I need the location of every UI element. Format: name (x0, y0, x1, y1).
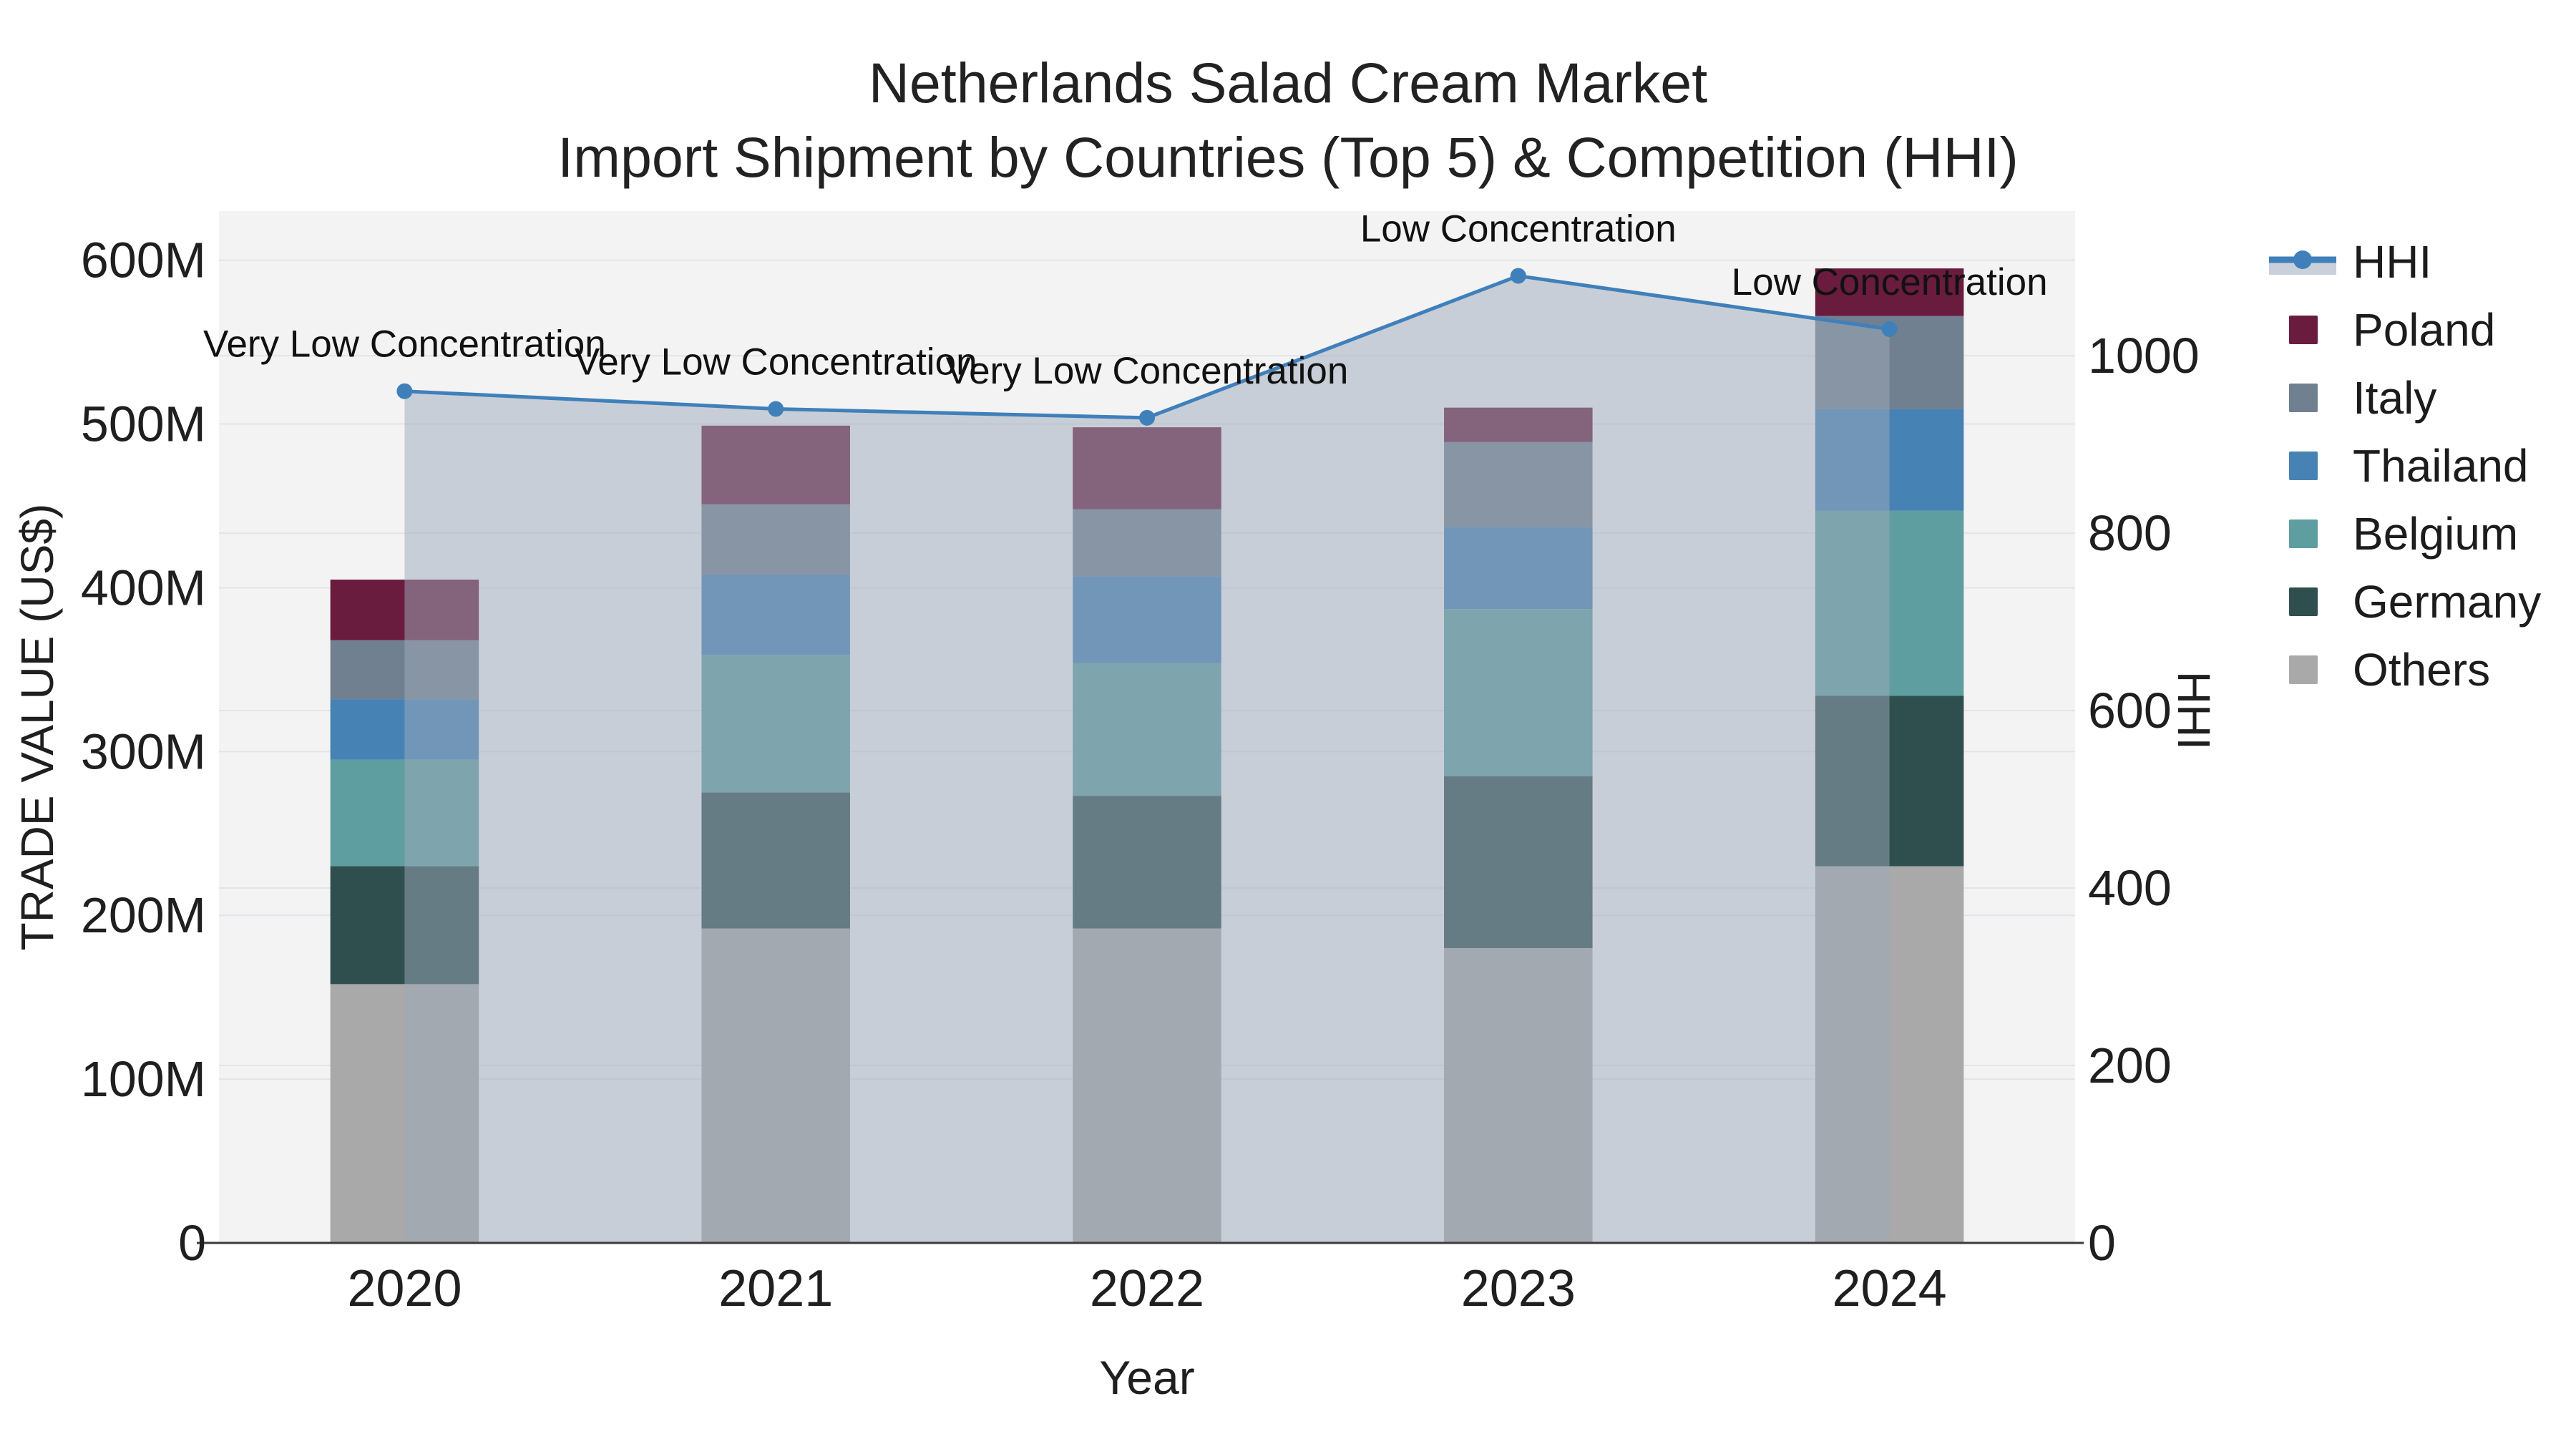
y-right-tick-200: 200 (2088, 1038, 2172, 1093)
legend-item-others[interactable]: Others (2267, 635, 2541, 703)
hhi-marker-2022[interactable] (1139, 409, 1155, 426)
legend-item-hhi[interactable]: HHI (2267, 228, 2541, 296)
legend: HHI Poland Italy Thailand Belgium German… (2267, 228, 2541, 703)
italy-swatch-icon (2289, 383, 2318, 412)
y-right-tick-0: 0 (2088, 1215, 2116, 1271)
legend-label: Poland (2353, 303, 2496, 356)
annotation-2020: Very Low Concentration (203, 323, 606, 366)
hhi-marker-2024[interactable] (1881, 321, 1898, 337)
x-tick-2022: 2022 (1090, 1260, 1204, 1317)
hhi-line-sample-icon (2267, 240, 2347, 283)
poland-swatch-icon (2289, 315, 2318, 344)
legend-label: Others (2353, 643, 2491, 696)
y-left-tick-600M: 600M (81, 233, 206, 288)
y-right-tick-800: 800 (2088, 505, 2172, 561)
chart-title: Netherlands Salad Cream Market Import Sh… (0, 46, 2576, 195)
x-tick-2020: 2020 (347, 1260, 462, 1317)
y-left-tick-400M: 400M (81, 560, 206, 615)
x-tick-2023: 2023 (1461, 1260, 1576, 1317)
legend-label: HHI (2353, 235, 2432, 288)
legend-label: Italy (2353, 371, 2437, 424)
legend-item-thailand[interactable]: Thailand (2267, 431, 2541, 499)
belgium-swatch-icon (2289, 519, 2318, 548)
bar-segment-2024-poland[interactable] (1815, 268, 1964, 316)
x-tick-2024: 2024 (1833, 1260, 1947, 1317)
annotation-2022: Very Low Concentration (946, 350, 1349, 392)
legend-label: Belgium (2353, 507, 2519, 560)
legend-label: Thailand (2353, 439, 2529, 492)
x-axis-title: Year (1099, 1351, 1195, 1404)
hhi-marker-2021[interactable] (768, 401, 784, 417)
legend-item-germany[interactable]: Germany (2267, 567, 2541, 635)
y-right-tick-400: 400 (2088, 860, 2172, 916)
y-axis-title-left: TRADE VALUE (US$) (11, 503, 63, 951)
chart-title-line1: Netherlands Salad Cream Market (868, 51, 1708, 114)
hhi-marker-2020[interactable] (396, 383, 413, 399)
y-left-tick-100M: 100M (81, 1051, 206, 1107)
y-left-tick-200M: 200M (81, 887, 206, 943)
thailand-swatch-icon (2289, 451, 2318, 480)
hhi-marker-2023[interactable] (1510, 268, 1526, 284)
annotation-2023: Low Concentration (1360, 208, 1677, 250)
legend-item-italy[interactable]: Italy (2267, 364, 2541, 431)
legend-item-poland[interactable]: Poland (2267, 296, 2541, 364)
y-left-tick-300M: 300M (81, 723, 206, 779)
y-left-tick-0: 0 (178, 1215, 206, 1271)
germany-swatch-icon (2289, 587, 2318, 616)
y-right-tick-1000: 1000 (2088, 328, 2200, 384)
y-left-tick-500M: 500M (81, 396, 206, 452)
x-tick-2021: 2021 (718, 1260, 833, 1317)
hhi-area-fill (404, 275, 1890, 1244)
annotation-2024: Low Concentration (1732, 261, 2048, 303)
legend-item-belgium[interactable]: Belgium (2267, 499, 2541, 567)
y-axis-title-right: HHI (2168, 670, 2220, 751)
chart-title-line2: Import Shipment by Countries (Top 5) & C… (557, 125, 2019, 189)
annotation-2021: Very Low Concentration (575, 341, 977, 383)
others-swatch-icon (2289, 655, 2318, 684)
legend-label: Germany (2353, 575, 2542, 628)
y-right-tick-600: 600 (2088, 683, 2172, 738)
